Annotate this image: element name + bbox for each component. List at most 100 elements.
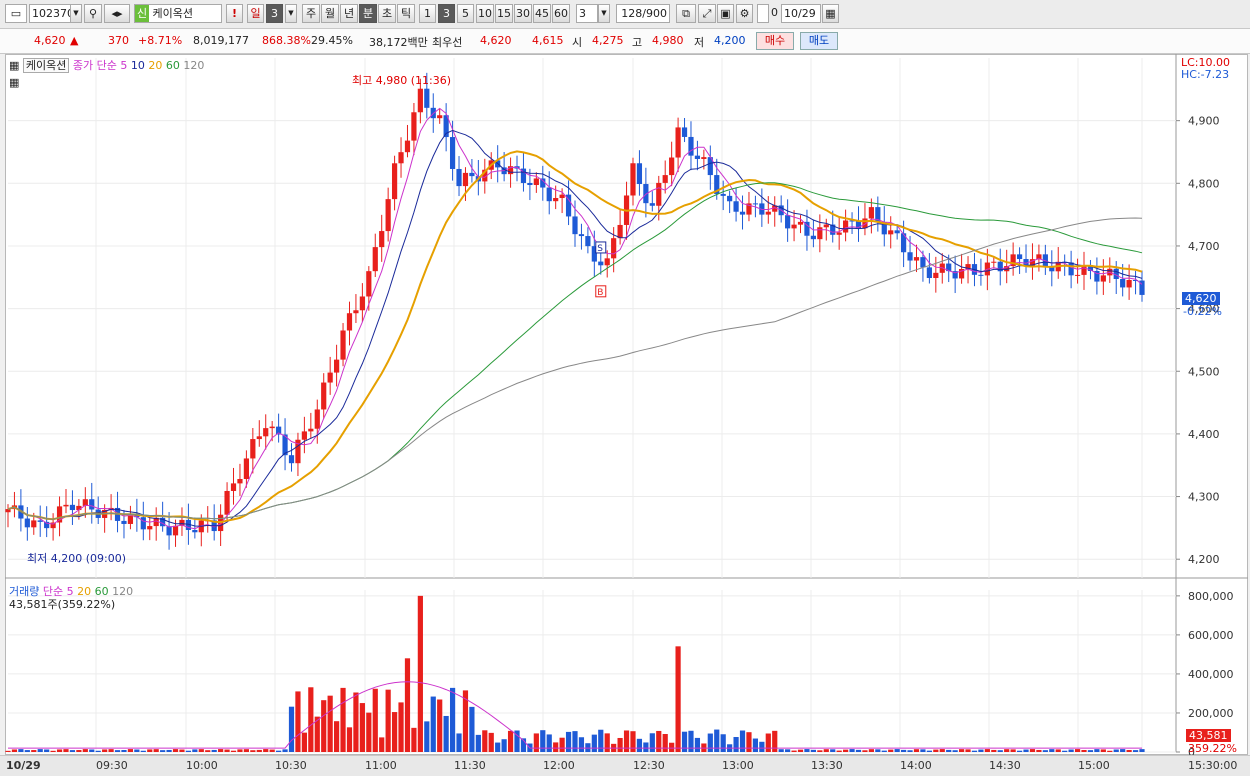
minute-10-button[interactable]: 10 <box>476 4 494 23</box>
volume-bar <box>391 712 398 752</box>
option-checkbox[interactable] <box>757 4 769 23</box>
crosshair-icon[interactable]: ▦ <box>9 76 20 89</box>
minute-5-button[interactable]: 5 <box>457 4 474 23</box>
volume-bar <box>965 749 971 752</box>
period-day-button[interactable]: 일 <box>247 4 264 23</box>
candle-body <box>385 199 391 232</box>
period-year-button[interactable]: 년 <box>340 4 358 23</box>
name-box[interactable]: 신 케이옥션 <box>134 4 222 23</box>
interval-input[interactable]: 3 <box>576 4 598 23</box>
candle-body <box>946 263 952 272</box>
minute-30-button[interactable]: 30 <box>514 4 532 23</box>
volume-bar <box>63 749 69 752</box>
window-icon[interactable]: ▭ <box>5 4 27 23</box>
volume-bar <box>437 699 443 752</box>
minute-15-button[interactable]: 15 <box>495 4 513 23</box>
candle-body <box>179 519 185 526</box>
turnover-percent: 29.45% <box>311 34 353 47</box>
candle-body <box>263 428 269 437</box>
volume-bar <box>250 750 256 752</box>
period-minute-button[interactable]: 분 <box>359 4 377 23</box>
period-dropdown-icon[interactable]: ▼ <box>285 4 297 23</box>
candle-body <box>591 246 597 262</box>
candle-body <box>527 182 533 186</box>
legend-price-type: 종가 단순 <box>72 59 117 72</box>
volume-bar <box>778 749 784 752</box>
candle-body <box>881 222 887 235</box>
minute-3-button[interactable]: 3 <box>438 4 455 23</box>
candle-body <box>359 296 365 311</box>
legend-ma10: 10 <box>130 59 145 72</box>
period-count-button[interactable]: 3 <box>266 4 283 23</box>
alert-button[interactable]: ! <box>226 4 243 23</box>
volume-bar <box>1036 749 1042 752</box>
period-week-button[interactable]: 주 <box>302 4 320 23</box>
y-tick-label: 200,000 <box>1188 707 1234 720</box>
hc-label: HC:-7.23 <box>1181 68 1230 81</box>
calendar-icon[interactable]: ▦ <box>822 4 839 23</box>
option-checkbox-label: 0 <box>771 6 778 19</box>
ma-5-line <box>7 107 1143 530</box>
high-price: 4,980 <box>652 34 684 47</box>
candle-body <box>411 112 417 141</box>
search-icon[interactable]: ⚲ <box>84 4 102 23</box>
candle-body <box>643 184 649 204</box>
volume-bar <box>540 730 546 752</box>
candle-body <box>1087 265 1094 271</box>
candle-body <box>688 136 694 156</box>
volume-tag: 43,581 <box>1186 729 1231 742</box>
period-month-button[interactable]: 월 <box>321 4 339 23</box>
draw-tool-icon[interactable]: ⤢ <box>698 4 716 23</box>
candle-body <box>237 478 243 484</box>
volume-bar <box>147 749 153 752</box>
volume-bar <box>617 737 623 752</box>
candle-body <box>437 115 443 119</box>
candle-body <box>810 235 816 240</box>
sell-button[interactable]: 매도 <box>800 32 838 50</box>
volume-bar <box>971 750 978 752</box>
candle-body <box>617 224 623 239</box>
volume-bar <box>1081 749 1087 752</box>
minute-45-button[interactable]: 45 <box>533 4 551 23</box>
count-field[interactable]: 128/900 <box>616 4 670 23</box>
candle-body <box>56 506 63 523</box>
ma-120-line <box>7 217 1143 520</box>
y-tick-label: 4,900 <box>1188 115 1220 128</box>
volume-bar <box>95 750 101 752</box>
candle-body <box>585 236 591 247</box>
x-label: 12:00 <box>543 759 575 772</box>
gear-icon[interactable]: ⚙ <box>736 4 753 23</box>
candle-body <box>224 490 230 515</box>
volume-ratio: 868.38% <box>262 34 311 47</box>
x-label: 14:30 <box>989 759 1021 772</box>
minute-60-button[interactable]: 60 <box>552 4 570 23</box>
volume-bar <box>301 732 307 752</box>
legend-vma120: 120 <box>112 585 134 598</box>
y-tick-label: 4,200 <box>1188 553 1220 566</box>
legend-volume-name: 거래량 <box>9 585 40 598</box>
chart-panel[interactable] <box>5 54 1248 755</box>
candle-body <box>714 175 720 194</box>
period-tick-button[interactable]: 틱 <box>397 4 415 23</box>
volume-bar <box>417 595 423 752</box>
minute-1-button[interactable]: 1 <box>419 4 436 23</box>
interval-dropdown-icon[interactable]: ▼ <box>598 4 610 23</box>
code-dropdown-icon[interactable]: ▼ <box>70 4 82 23</box>
volume-bar <box>907 750 913 752</box>
date-input[interactable]: 10/29 <box>781 4 821 23</box>
count-total: /900 <box>642 7 667 20</box>
candle-body <box>669 157 675 176</box>
buy-button[interactable]: 매수 <box>756 32 794 50</box>
prev-next-icon[interactable]: ◂▸ <box>104 4 130 23</box>
x-label: 09:30 <box>96 759 128 772</box>
candle-body <box>50 522 56 529</box>
volume-bar <box>1049 749 1055 752</box>
volume-bar <box>114 750 121 752</box>
volume-bar <box>469 706 475 752</box>
indicator-icon[interactable]: ⧉ <box>676 4 696 23</box>
code-input[interactable]: 102370 <box>29 4 71 23</box>
period-second-button[interactable]: 초 <box>378 4 396 23</box>
save-icon[interactable]: ▣ <box>717 4 734 23</box>
legend-toggle-icon[interactable]: ▦ <box>9 59 20 72</box>
